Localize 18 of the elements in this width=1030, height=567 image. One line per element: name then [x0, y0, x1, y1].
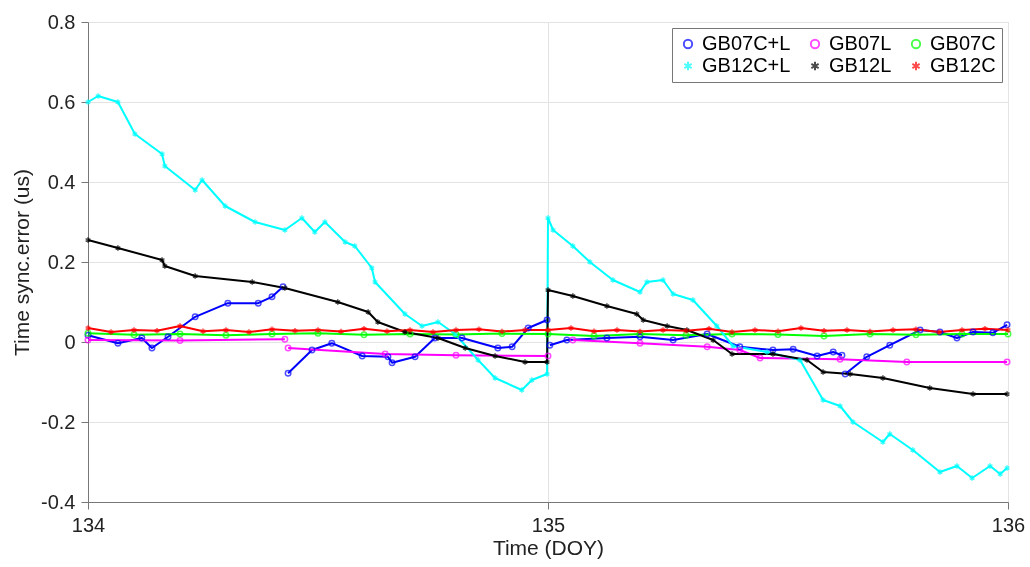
x-tick-label: 136: [991, 513, 1026, 536]
y-tick-label: 0.4: [47, 170, 76, 193]
y-tick-label: 0.6: [47, 90, 76, 113]
legend-label: GB07C: [930, 32, 996, 54]
legend-label: GB12C: [930, 54, 996, 76]
y-axis-title: Time sync.error (us): [10, 168, 34, 357]
legend-label: GB12L: [829, 54, 892, 76]
y-tick-label: 0.8: [47, 10, 76, 33]
y-tick-label: -0.4: [41, 490, 76, 513]
legend-label: GB12C+L: [702, 54, 791, 76]
x-tick-label: 135: [531, 513, 566, 536]
y-tick-label: -0.2: [41, 410, 76, 433]
y-tick-label: 0: [64, 330, 76, 353]
legend-label: GB07L: [829, 32, 892, 54]
y-tick-label: 0.2: [47, 250, 76, 273]
x-tick-label: 134: [71, 513, 106, 536]
legend-label: GB07C+L: [702, 32, 791, 54]
x-axis-title: Time (DOY): [492, 535, 605, 559]
